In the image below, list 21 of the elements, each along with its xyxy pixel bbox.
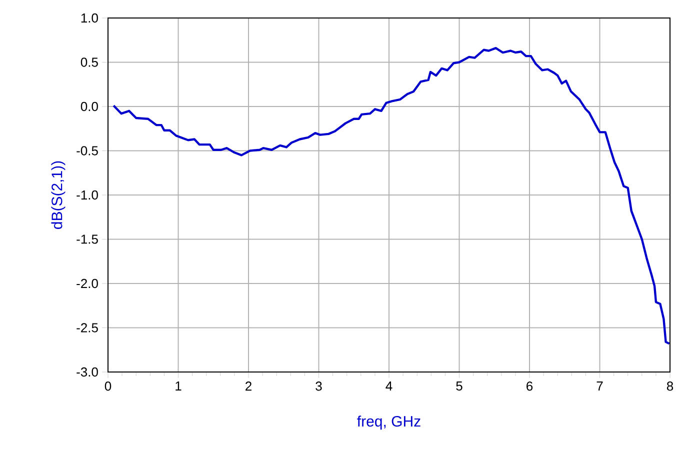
y-tick-label: -1.0 — [76, 190, 98, 200]
y-tick-label: -0.5 — [76, 146, 98, 156]
x-tick-label: 8 — [666, 382, 674, 391]
x-tick-label: 2 — [246, 382, 252, 391]
y-tick-label: 1.0 — [81, 13, 98, 23]
y-axis-title: dB(S(2,1)) — [51, 161, 66, 229]
y-tick-label: -3.0 — [76, 367, 98, 377]
x-tick-label: 1 — [176, 382, 182, 390]
y-tick-label: -2.0 — [76, 278, 98, 288]
x-tick-label: 7 — [596, 382, 603, 390]
x-axis-title: freq, GHz — [357, 416, 420, 430]
x-tick-label: 4 — [386, 382, 392, 390]
x-tick-label: 5 — [456, 382, 462, 391]
y-tick-label: 0.0 — [80, 102, 98, 112]
x-tick-label: 3 — [316, 382, 322, 391]
y-tick-label: 0.5 — [80, 58, 98, 67]
x-tick-label: 0 — [104, 382, 112, 391]
y-tick-label: -1.5 — [76, 234, 98, 244]
line-series — [112, 46, 670, 345]
y-tick-label: -2.5 — [76, 323, 98, 332]
x-tick-label: 6 — [526, 382, 533, 391]
